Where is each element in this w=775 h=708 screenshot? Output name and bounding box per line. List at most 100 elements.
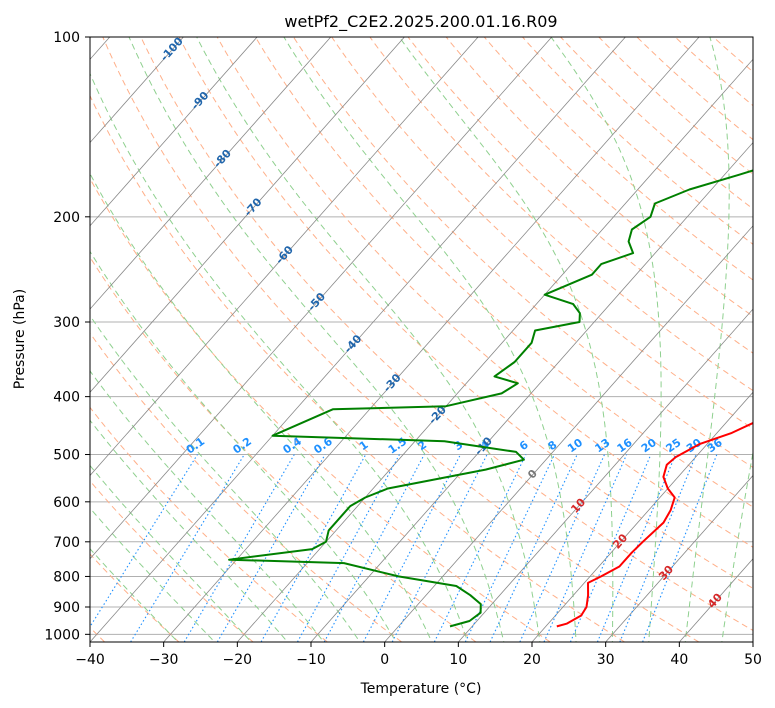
plot-frame [89, 36, 754, 643]
dry-adiabat-line [90, 94, 625, 642]
isotherm-line [90, 37, 479, 477]
x-axis-label: Temperature (°C) [360, 681, 482, 697]
temperature-profile [556, 421, 753, 628]
sounding-series [228, 169, 753, 628]
mixing-ratio-label: 1 [357, 438, 371, 453]
mixing-ratio-label: 10 [565, 436, 585, 456]
x-tick-label: 10 [449, 652, 467, 668]
mixing-ratio-line [519, 454, 606, 642]
moist-adiabat-line [90, 250, 397, 642]
chart-title: wetPf2_C2E2.2025.200.01.16.R09 [284, 12, 557, 32]
isotherm-line [752, 641, 753, 642]
x-tick-label: 0 [380, 652, 389, 668]
mixing-ratio-label: 16 [615, 436, 635, 456]
theta-e-lines [0, 37, 67, 642]
moist-adiabat-line [550, 37, 662, 642]
dry-adiabat-line [216, 37, 753, 548]
mixing-ratio-label: 3 [452, 438, 466, 453]
y-tick-label: 1000 [44, 627, 80, 643]
x-tick-label: 30 [597, 652, 615, 668]
dry-adiabat-line [90, 177, 551, 642]
isotherm-line [237, 58, 753, 642]
mixing-ratio-label: 25 [664, 436, 684, 455]
isotherm-line [679, 558, 753, 642]
isotherm-line [384, 225, 753, 642]
dry-adiabat-line [90, 332, 403, 642]
y-tick-label: 300 [53, 315, 80, 331]
dewpoint-profile [228, 169, 753, 628]
y-axis-ticks: 1000 900 800 700 600 500 400 300 200 100 [44, 30, 90, 643]
moist-adiabat-line [128, 37, 505, 642]
dry-adiabat-line [254, 37, 753, 508]
isotherm-line [90, 37, 184, 144]
mixing-ratio-label: 30 [684, 436, 704, 456]
isotherm-line [531, 391, 753, 642]
dry-adiabat-line [407, 37, 753, 354]
y-tick-label: 100 [53, 30, 80, 46]
mixing-ratio-line [323, 454, 425, 642]
moist-adiabats [90, 37, 753, 642]
y-tick-label: 900 [53, 600, 80, 616]
mixing-ratio-line [391, 454, 488, 642]
x-tick-label: −10 [296, 652, 326, 668]
moist-adiabat-line [90, 72, 469, 642]
y-tick-label: 700 [53, 535, 80, 551]
mixing-ratio-line [596, 454, 677, 642]
dry-adiabat-line [140, 37, 753, 631]
x-tick-label: 20 [523, 652, 541, 668]
mixing-ratio-label: 1.5 [386, 435, 409, 457]
moist-adiabat-line [90, 507, 216, 642]
moist-adiabat-line [90, 464, 252, 642]
mixing-ratio-line [90, 454, 198, 628]
x-tick-label: −40 [75, 652, 105, 668]
isotherm-line [310, 141, 753, 642]
dry-adiabat-line [90, 480, 254, 642]
mixing-ratio-line [183, 454, 295, 642]
mixing-ratio-line [464, 454, 555, 642]
isopleth-labels: 0.1 0.2 0.4 0.6 1 1.5 2 3 4 6 8 10 13 16 20 25 30 36-100-… [158, 37, 725, 611]
moist-adiabat-line [684, 37, 730, 642]
x-tick-label: −20 [223, 652, 253, 668]
mixing-ratio-label: 0.4 [281, 435, 305, 457]
dry-adiabat-line [90, 406, 328, 642]
dry-adiabat-line [331, 37, 753, 430]
x-tick-label: 50 [744, 652, 762, 668]
dry-adiabats [90, 37, 753, 642]
y-tick-label: 600 [53, 495, 80, 511]
moist-adiabat-line [90, 419, 289, 642]
moist-adiabat-line [90, 370, 325, 642]
moist-adiabat-line [721, 449, 753, 642]
moist-adiabat-line [196, 37, 541, 642]
dry-adiabat-line [560, 37, 753, 210]
dry-adiabat-line [636, 37, 753, 141]
y-tick-label: 200 [53, 210, 80, 226]
isotherm-line [90, 37, 626, 642]
mixing-ratio-line [433, 454, 527, 642]
isotherm-line [90, 37, 553, 560]
mixing-ratio-label: 0.2 [231, 435, 254, 457]
y-tick-label: 800 [53, 569, 80, 585]
dry-adiabat-line [369, 37, 753, 392]
x-tick-label: 40 [670, 652, 688, 668]
isotherm-line [605, 474, 753, 642]
x-tick-label: −30 [149, 652, 179, 668]
mixing-ratio-line [619, 454, 697, 642]
mixing-ratio-line [216, 454, 326, 642]
y-tick-label: 500 [53, 448, 80, 464]
dry-adiabat-line [712, 37, 753, 73]
moist-adiabat-line [90, 314, 361, 642]
dry-adiabat-line [293, 37, 753, 469]
mixing-ratio-lines [90, 454, 718, 642]
isotherm-line [458, 308, 753, 642]
dry-adiabat-line [674, 37, 753, 107]
dry-adiabat-line [102, 37, 700, 642]
dry-adiabat-line [522, 37, 753, 245]
mixing-ratio-label: 0.1 [184, 435, 207, 457]
theta-e-line [0, 37, 67, 642]
y-tick-label: 400 [53, 390, 80, 406]
plot-area: 0.1 0.2 0.4 0.6 1 1.5 2 3 4 6 8 10 13 16 20 25 30 36-100-… [0, 37, 753, 642]
moist-adiabat-line [283, 37, 577, 642]
mixing-ratio-label: 20 [639, 436, 659, 456]
mixing-ratio-line [489, 454, 578, 642]
